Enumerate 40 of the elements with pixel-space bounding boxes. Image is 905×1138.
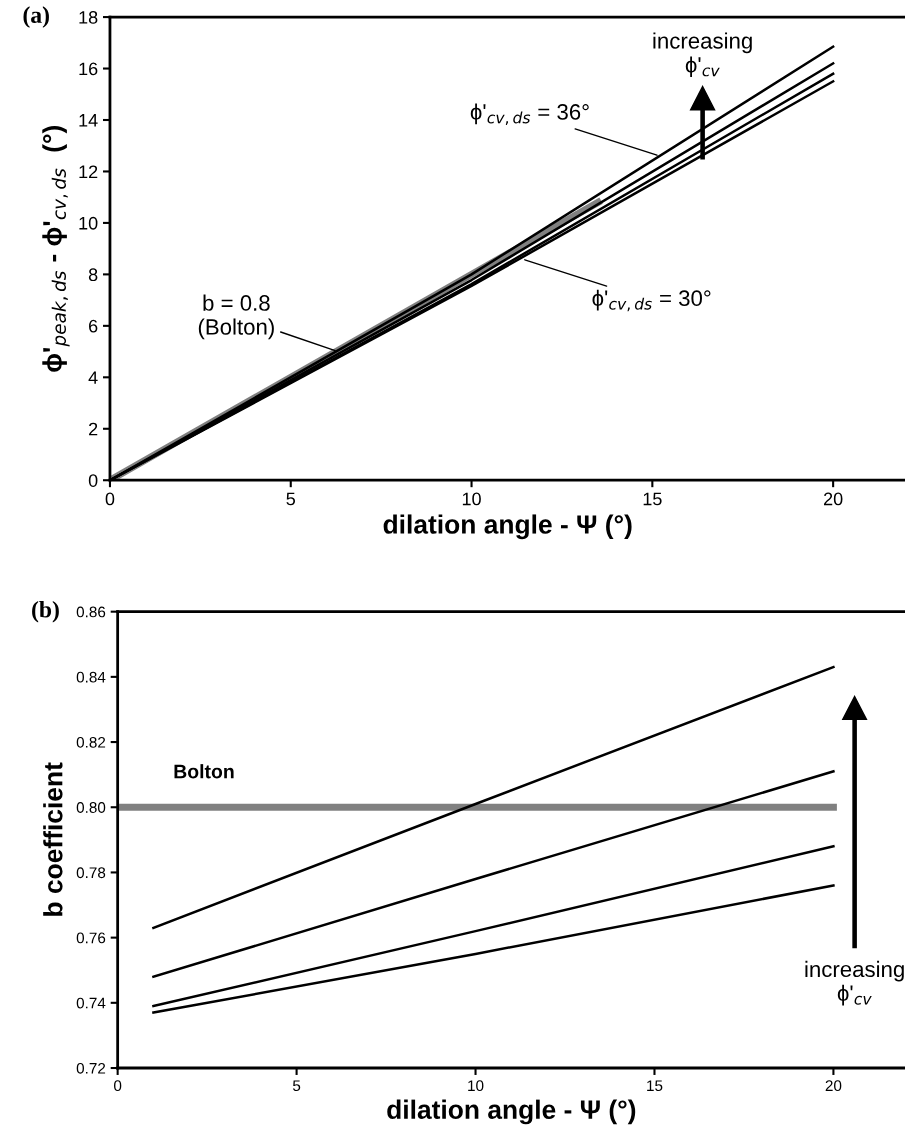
y-tick-label: 0.76 [76, 932, 106, 944]
x-tick-label: 10 [462, 492, 481, 506]
x-tick-label: 15 [643, 492, 662, 506]
text: (b) [32, 600, 59, 623]
annotation: ϕ'$_{cv,ds}$ = 30° [592, 289, 711, 312]
x-tick-label: 10 [468, 1080, 484, 1092]
y-tick-label: 0.80 [76, 802, 106, 813]
y-tick-label: 6 [89, 319, 98, 333]
series-label: Bolton [174, 764, 234, 779]
x-tick-label: 5 [292, 1080, 301, 1092]
y-tick-label: 0.82 [76, 736, 106, 748]
x-tick-label: 20 [825, 1080, 842, 1092]
y-tick-label: 0.72 [76, 1062, 106, 1074]
y-tick-label: 12 [79, 165, 98, 178]
annotation: increasing ϕ'$_{cv}$ [805, 960, 904, 1006]
y-tick-label: 10 [79, 216, 98, 230]
y-tick-label: 0 [88, 474, 98, 487]
y-axis-title: b coefficient [43, 762, 63, 916]
y-tick-label: 14 [79, 114, 98, 127]
annotation: ϕ'$_{cv,ds}$ = 36° [470, 103, 589, 126]
annotation: b = 0.8 (Bolton) [198, 294, 274, 340]
x-tick-label: 0 [105, 492, 115, 506]
y-axis-title: ϕ'$_{peak,ds}$ - ϕ'$_{cv,ds}$ (°) [42, 125, 70, 372]
x-tick-label: 15 [647, 1080, 663, 1092]
y-tick-label: 8 [88, 268, 98, 282]
y-tick-label: 4 [88, 371, 98, 384]
y-tick-label: 18 [79, 11, 98, 24]
y-tick-label: 0.74 [76, 997, 106, 1009]
y-tick-label: 0.84 [76, 671, 106, 683]
text: (a) [23, 6, 49, 28]
x-axis-title: dilation angle - Ψ (°) [383, 514, 632, 540]
annotation: increasing ϕ'$_{cv}$ [653, 32, 752, 78]
x-axis-title: dilation angle - Ψ (°) [387, 1099, 636, 1125]
x-tick-label: 20 [824, 492, 843, 506]
x-tick-label: 5 [286, 492, 296, 506]
y-tick-label: 0.86 [76, 606, 106, 618]
y-tick-label: 2 [89, 422, 98, 436]
y-tick-label: 0.78 [76, 867, 106, 879]
x-tick-label: 0 [114, 1080, 122, 1092]
y-tick-label: 16 [79, 62, 98, 76]
